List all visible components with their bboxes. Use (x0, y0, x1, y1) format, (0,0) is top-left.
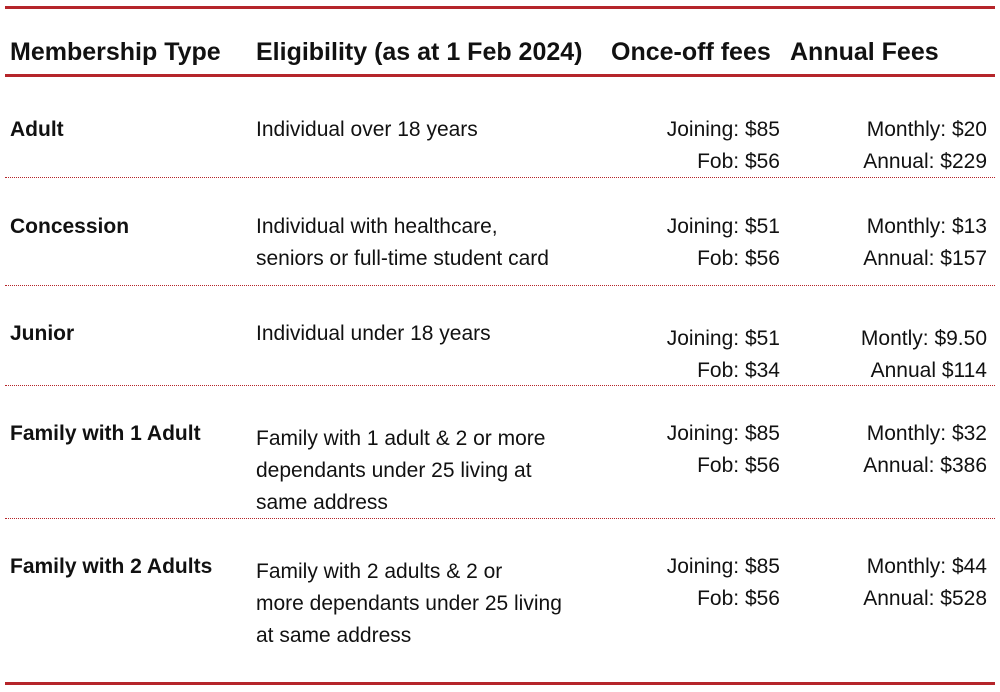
joining-fee: Joining: $85 (666, 118, 780, 141)
once-off-fees: Joining: $51 Fob: $34 (600, 323, 780, 387)
eligibility: Individual with healthcare, seniors or f… (256, 211, 549, 275)
fob-fee: Fob: $34 (697, 359, 780, 382)
eligibility-line: Family with 2 adults & 2 or (256, 560, 503, 583)
membership-type: Adult (10, 118, 64, 141)
monthly-fee: Montly: $9.50 (860, 327, 987, 350)
monthly-fee: Monthly: $32 (866, 422, 987, 445)
header-membership-type: Membership Type (10, 38, 221, 66)
joining-fee: Joining: $51 (666, 215, 780, 238)
once-off-fees: Joining: $51 Fob: $56 (600, 211, 780, 275)
top-rule (5, 6, 995, 9)
annual-fees: Monthly: $20 Annual: $229 (800, 114, 987, 178)
annual-fees: Monthly: $32 Annual: $386 (800, 418, 987, 482)
eligibility-line: dependants under 25 living at (256, 459, 532, 482)
eligibility-line: Individual with healthcare, (256, 215, 498, 238)
eligibility: Individual under 18 years (256, 318, 491, 350)
membership-type: Junior (10, 322, 75, 345)
membership-type: Concession (10, 215, 130, 238)
annual-fees: Montly: $9.50 Annual $114 (800, 323, 987, 387)
joining-fee: Joining: $85 (666, 422, 780, 445)
annual-fees: Monthly: $13 Annual: $157 (800, 211, 987, 275)
eligibility-line: seniors or full-time student card (256, 247, 549, 270)
header-eligibility: Eligibility (as at 1 Feb 2024) (256, 38, 583, 66)
joining-fee: Joining: $51 (666, 327, 780, 350)
joining-fee: Joining: $85 (666, 555, 780, 578)
row-separator (5, 518, 995, 519)
eligibility: Family with 2 adults & 2 or more dependa… (256, 556, 562, 652)
monthly-fee: Monthly: $13 (866, 215, 987, 238)
bottom-rule (5, 682, 995, 685)
annual-fees: Monthly: $44 Annual: $528 (800, 551, 987, 615)
annual-fee: Annual: $528 (863, 587, 987, 610)
fob-fee: Fob: $56 (697, 247, 780, 270)
annual-fee: Annual: $386 (863, 454, 987, 477)
monthly-fee: Monthly: $20 (866, 118, 987, 141)
eligibility-line: more dependants under 25 living (256, 592, 562, 615)
row-separator (5, 177, 995, 178)
eligibility-line: Individual over 18 years (256, 118, 478, 141)
header-annual-fees: Annual Fees (790, 38, 939, 66)
once-off-fees: Joining: $85 Fob: $56 (600, 418, 780, 482)
eligibility-line: Family with 1 adult & 2 or more (256, 427, 546, 450)
fob-fee: Fob: $56 (697, 150, 780, 173)
row-separator (5, 385, 995, 386)
eligibility-line: at same address (256, 624, 412, 647)
fob-fee: Fob: $56 (697, 454, 780, 477)
once-off-fees: Joining: $85 Fob: $56 (600, 551, 780, 615)
eligibility: Family with 1 adult & 2 or more dependan… (256, 423, 545, 519)
monthly-fee: Monthly: $44 (866, 555, 987, 578)
header-once-off-fees: Once-off fees (611, 38, 771, 66)
eligibility-line: same address (256, 491, 388, 514)
header-rule (5, 74, 995, 77)
once-off-fees: Joining: $85 Fob: $56 (600, 114, 780, 178)
fob-fee: Fob: $56 (697, 587, 780, 610)
eligibility-line: Individual under 18 years (256, 322, 491, 345)
membership-type: Family with 1 Adult (10, 422, 201, 445)
membership-type: Family with 2 Adults (10, 555, 213, 578)
eligibility: Individual over 18 years (256, 114, 478, 146)
annual-fee: Annual: $229 (863, 150, 987, 173)
row-separator (5, 285, 995, 286)
annual-fee: Annual $114 (870, 359, 987, 382)
annual-fee: Annual: $157 (863, 247, 987, 270)
